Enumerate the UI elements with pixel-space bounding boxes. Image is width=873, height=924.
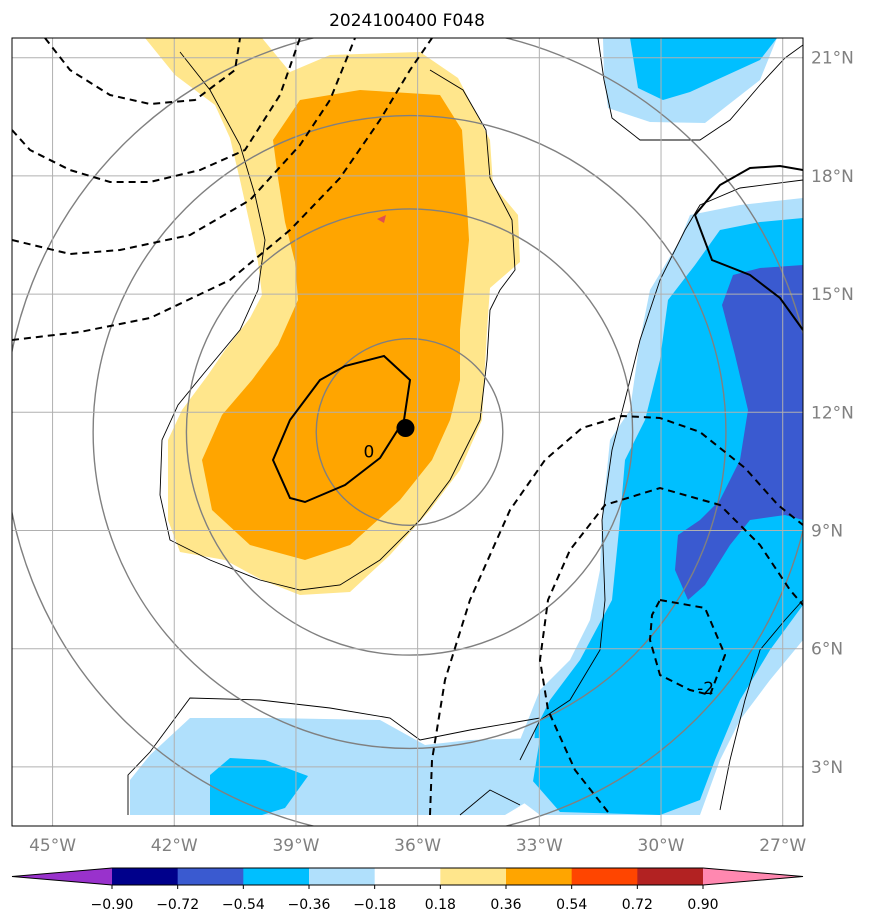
dashed-contour-east-outer	[429, 414, 803, 816]
lon-tick-label: 45°W	[29, 836, 76, 856]
colorbar-extend-high	[703, 868, 803, 885]
lon-tick-label: 27°W	[759, 836, 806, 856]
dashed-contours	[12, 38, 803, 816]
negative-mid-region-east	[532, 218, 803, 815]
lon-tick-label: 33°W	[516, 836, 563, 856]
negative-dark-region-east	[675, 265, 803, 600]
thin-contour-west	[159, 51, 516, 591]
solid-contour-storm	[271, 354, 412, 504]
colorbar-tick-label: 0.36	[490, 897, 521, 913]
lat-tick-label: 12°N	[811, 403, 854, 423]
track-marker-icon	[377, 215, 386, 223]
colorbar-tick-label: −0.36	[288, 897, 331, 913]
colorbar-tick-label: −0.18	[353, 897, 396, 913]
lat-tick-label: 21°N	[811, 49, 854, 69]
thin-contour-far-east	[719, 599, 803, 811]
colorbar-segment	[637, 868, 704, 885]
range-rings	[12, 38, 803, 826]
lon-tick-label: 36°W	[394, 836, 441, 856]
lat-tick-label: 6°N	[811, 640, 843, 660]
positive-dark-region	[202, 90, 469, 560]
colorbar-segment	[243, 868, 310, 885]
colorbar-segment	[571, 868, 638, 885]
colorbar-tick-label: −0.72	[156, 897, 199, 913]
figure-title: 2024100400 F048	[329, 11, 485, 31]
lat-tick-label: 15°N	[811, 285, 854, 305]
lat-tick-label: 18°N	[811, 167, 854, 187]
colorbar-tick-label: −0.54	[222, 897, 265, 913]
range-ring-3	[92, 114, 727, 750]
dashed-contour-east-inner	[538, 486, 803, 813]
thin-contour-south-bottom	[459, 789, 521, 816]
colorbar-segment	[177, 868, 244, 885]
storm-center-marker	[396, 419, 415, 438]
shaded-field-positive	[145, 38, 520, 595]
thin-contours	[127, 38, 803, 816]
range-ring-1	[315, 338, 504, 526]
colorbar-segment	[374, 868, 441, 885]
map-area: 0 -2	[12, 38, 803, 826]
dashed-contour-minus-two	[648, 598, 727, 697]
colorbar: −0.90 −0.72 −0.54 −0.36 −0.18 0.18 0.36 0.54 0.7…	[11, 867, 804, 913]
contour-labels: 0 -2	[364, 443, 715, 699]
map-frame	[11, 37, 804, 827]
solid-contour-east	[693, 164, 803, 331]
contour-label-zero: 0	[364, 443, 375, 463]
colorbar-segment	[309, 868, 376, 885]
colorbar-extend-low	[12, 868, 112, 885]
range-ring-2	[185, 208, 634, 656]
colorbar-tick-label: −0.90	[91, 897, 134, 913]
dashed-contour-nw-3	[12, 38, 356, 256]
thin-contour-south	[127, 697, 541, 815]
lon-tick-label: 30°W	[638, 836, 685, 856]
lat-lon-grid	[12, 38, 803, 826]
dashed-contour-nw-1	[44, 38, 241, 106]
thin-contour-east	[519, 179, 803, 761]
colorbar-segment	[506, 868, 573, 885]
contour-label-minus-two: -2	[697, 679, 714, 699]
colorbar-segment	[112, 868, 179, 885]
lon-tick-label: 42°W	[151, 836, 198, 856]
thin-contour-north-east	[597, 38, 803, 141]
colorbar-tick-label: 0.72	[622, 897, 653, 913]
colorbar-segment	[440, 868, 507, 885]
solid-contours	[271, 164, 803, 504]
colorbar-tick-label: 0.90	[687, 897, 718, 913]
lon-tick-label: 39°W	[272, 836, 319, 856]
colorbar-tick-label: 0.18	[425, 897, 456, 913]
negative-mid-region-south	[210, 758, 308, 815]
latitude-labels: 3°N 6°N 9°N 12°N 15°N 18°N 21°N	[811, 49, 854, 778]
lat-tick-label: 3°N	[811, 758, 843, 778]
dashed-contour-nw-2	[12, 38, 301, 183]
dashed-contour-nw-4	[12, 38, 433, 341]
lat-tick-label: 9°N	[811, 522, 843, 542]
negative-mid-region-north	[630, 38, 777, 100]
colorbar-tick-label: 0.54	[556, 897, 587, 913]
longitude-labels: 45°W 42°W 39°W 36°W 33°W 30°W 27°W	[29, 836, 806, 856]
